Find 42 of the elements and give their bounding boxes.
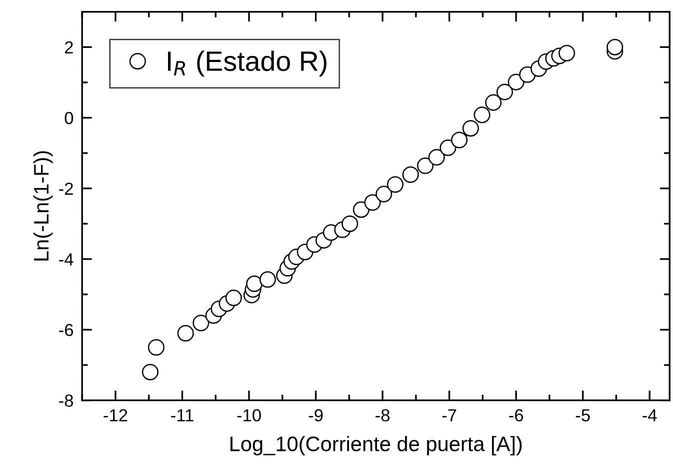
point xyxy=(225,290,242,306)
point xyxy=(428,149,445,166)
point xyxy=(508,74,524,90)
y-tick-label: -2 xyxy=(59,182,73,195)
point xyxy=(148,339,164,356)
point xyxy=(417,158,434,174)
point xyxy=(376,186,392,202)
x-tick-label: -6 xyxy=(509,409,524,422)
x-tick-label: -9 xyxy=(308,409,323,422)
point xyxy=(177,324,194,342)
point xyxy=(192,314,210,332)
point xyxy=(558,44,576,62)
x-tick-label: -5 xyxy=(576,409,590,422)
point xyxy=(342,215,358,232)
y-axis-title: Ln(-Ln(1-F)) xyxy=(33,151,53,260)
point xyxy=(259,271,276,288)
point xyxy=(462,120,479,137)
point xyxy=(485,94,502,111)
y-tick-label: 0 xyxy=(64,112,74,124)
x-tick-label: -10 xyxy=(237,409,261,422)
x-tick-label: -4 xyxy=(642,409,657,422)
point xyxy=(451,132,468,148)
y-tick-label: -6 xyxy=(59,324,74,336)
point xyxy=(386,176,404,193)
y-tick-label: -4 xyxy=(59,253,74,266)
point xyxy=(606,38,624,56)
point xyxy=(364,194,381,211)
y-tick-label: -8 xyxy=(59,394,74,407)
x-tick-label: -8 xyxy=(376,409,390,422)
x-tick-label: -12 xyxy=(104,409,128,422)
point xyxy=(496,84,513,100)
point xyxy=(142,364,158,380)
point xyxy=(474,106,490,124)
point xyxy=(402,166,419,183)
x-tick-label: -11 xyxy=(171,409,194,422)
point xyxy=(440,140,456,156)
point xyxy=(352,201,370,218)
legend-label: I$_{R}$ (Estado R) xyxy=(168,50,326,77)
y-tick-label: 2 xyxy=(64,41,73,54)
x-tick-label: -7 xyxy=(442,409,456,422)
point xyxy=(246,276,263,292)
x-axis-title: Log_10(Corriente de puerta [A]) xyxy=(230,436,522,456)
